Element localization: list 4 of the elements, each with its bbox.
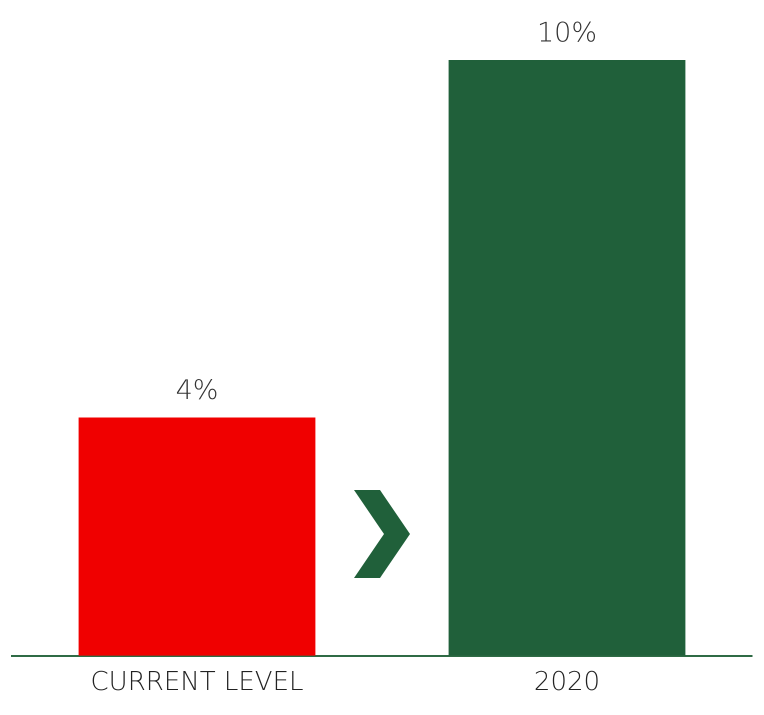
x-tick-label: 2020 <box>534 667 600 698</box>
data-label: 4% <box>176 374 218 406</box>
data-label: 10% <box>536 18 598 49</box>
x-tick-label: CURRENT LEVEL <box>90 667 304 698</box>
